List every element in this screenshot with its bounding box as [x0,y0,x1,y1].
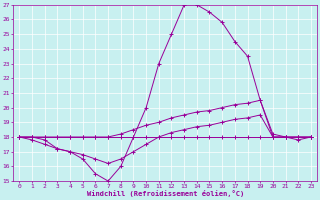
X-axis label: Windchill (Refroidissement éolien,°C): Windchill (Refroidissement éolien,°C) [86,190,244,197]
